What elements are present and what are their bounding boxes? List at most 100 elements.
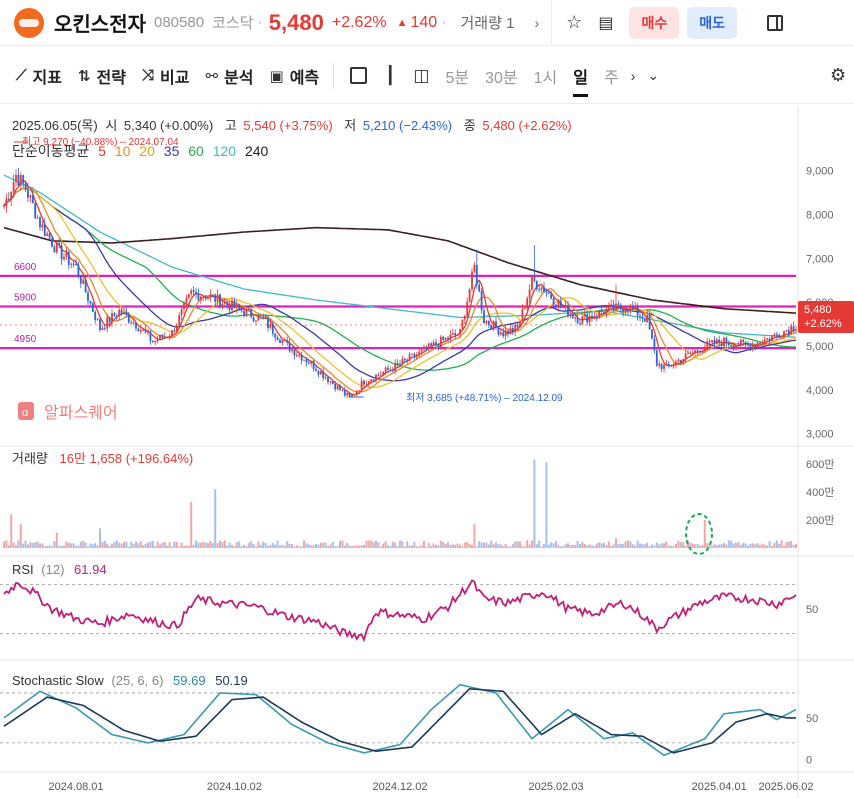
indicator-button[interactable]: ⟋ 지표 bbox=[16, 64, 62, 88]
candle-body bbox=[207, 296, 209, 299]
gear-icon[interactable]: ⚙ bbox=[830, 65, 847, 85]
candle-body bbox=[507, 330, 509, 335]
star-icon[interactable]: ☆ bbox=[566, 12, 583, 32]
candlestick-icon[interactable]: ┃ bbox=[385, 65, 396, 85]
candle-body bbox=[391, 369, 394, 372]
volume-bar bbox=[358, 545, 361, 548]
candle-body bbox=[315, 368, 317, 371]
candle-body bbox=[725, 337, 728, 344]
volume-bar bbox=[533, 459, 536, 548]
volume-bar bbox=[70, 543, 73, 548]
predict-button[interactable]: ▣ 예측 bbox=[270, 64, 320, 88]
candle-body bbox=[130, 322, 133, 324]
volume-bar bbox=[667, 545, 670, 548]
candle-body bbox=[463, 316, 466, 320]
candle-body bbox=[271, 324, 274, 334]
volume-bar bbox=[447, 542, 449, 548]
chevron-down-icon[interactable]: ⌄ bbox=[647, 67, 660, 83]
candle-body bbox=[46, 233, 49, 236]
volume-bar bbox=[389, 546, 392, 548]
stock-chart[interactable]: 9,0008,0007,0006,0005,0004,0003,000600만4… bbox=[0, 106, 854, 798]
chart-type-square-icon[interactable] bbox=[350, 67, 368, 84]
timeframe-30min[interactable]: 30분 bbox=[485, 69, 518, 87]
candle-body bbox=[581, 316, 584, 324]
volume-bar bbox=[7, 545, 10, 548]
volume-bar bbox=[190, 501, 193, 548]
chevron-right-icon[interactable]: › bbox=[534, 14, 540, 31]
volume-bar bbox=[180, 542, 183, 548]
candle-body bbox=[317, 370, 320, 375]
volume-bar bbox=[783, 545, 785, 548]
price-axis-tick: 3,000 bbox=[806, 429, 834, 441]
buy-button[interactable]: 매수 bbox=[629, 6, 680, 39]
volume-bar bbox=[219, 540, 221, 548]
candle-body bbox=[118, 309, 121, 317]
volume-bar bbox=[53, 541, 56, 548]
candle-body bbox=[288, 342, 291, 352]
camera-icon[interactable]: ◫ bbox=[413, 65, 430, 85]
volume-bar bbox=[523, 546, 526, 548]
candle-body bbox=[331, 381, 334, 384]
sell-button[interactable]: 매도 bbox=[687, 6, 737, 39]
ma-title: 단순이동평균 bbox=[12, 143, 89, 159]
volume-bar bbox=[137, 543, 140, 548]
candle-body bbox=[65, 252, 68, 257]
candle-body bbox=[504, 330, 507, 337]
timeframe-5min[interactable]: 5분 bbox=[445, 69, 470, 87]
volume-bar bbox=[627, 540, 629, 548]
candle-body bbox=[243, 310, 245, 316]
candle-body bbox=[219, 294, 221, 307]
candle-body bbox=[216, 294, 219, 302]
volume-bar bbox=[415, 546, 418, 548]
timeframe-week[interactable]: 주 bbox=[603, 69, 619, 87]
ma-120-line bbox=[3, 174, 797, 338]
volume-bar bbox=[372, 541, 375, 548]
candle-body bbox=[262, 316, 265, 318]
candle-body bbox=[646, 315, 649, 322]
volume-bar bbox=[192, 544, 195, 548]
volume-bar bbox=[341, 540, 344, 548]
separator-dot: · bbox=[257, 13, 263, 31]
candle-body bbox=[75, 264, 77, 266]
volume-bar bbox=[87, 546, 89, 548]
rsi-axis-tick: 50 bbox=[806, 604, 818, 616]
volume-bar bbox=[435, 544, 437, 548]
timeframe-day[interactable]: 일 bbox=[573, 64, 588, 97]
volume-bar bbox=[670, 545, 673, 548]
candle-body bbox=[91, 303, 94, 312]
candle-body bbox=[579, 323, 581, 325]
candle-body bbox=[691, 352, 694, 354]
volume-bar bbox=[144, 543, 147, 548]
candle-body bbox=[564, 305, 567, 308]
timeframe-1hour[interactable]: 1시 bbox=[533, 69, 558, 87]
volume-bar bbox=[307, 544, 310, 548]
volume-bar bbox=[603, 542, 605, 548]
strategy-button[interactable]: ⇅ 전략 bbox=[78, 64, 126, 88]
side-panel-icon[interactable] bbox=[766, 14, 783, 31]
compare-button[interactable]: ⤨ 비교 bbox=[142, 64, 189, 88]
candle-body bbox=[192, 290, 195, 292]
candle-body bbox=[403, 358, 406, 360]
clipboard-icon[interactable]: ▤ bbox=[598, 14, 614, 32]
candle-body bbox=[415, 354, 418, 357]
volume-bar bbox=[706, 543, 709, 548]
ma-10-line bbox=[3, 186, 797, 393]
chevron-right-icon[interactable]: › bbox=[630, 67, 636, 84]
candle-body bbox=[480, 291, 483, 311]
candle-body bbox=[682, 358, 685, 363]
volume-bar bbox=[286, 541, 289, 548]
candle-body bbox=[339, 385, 341, 391]
stock-header: 오킨스전자 080580 코스닥 · 5,480 +2.62% ▲ 140 · … bbox=[0, 0, 854, 46]
candle-body bbox=[675, 361, 677, 365]
volume-bar bbox=[168, 542, 171, 548]
volume-bar bbox=[547, 544, 550, 548]
volume-bar bbox=[96, 545, 99, 548]
volume-bar bbox=[60, 545, 63, 548]
candle-body bbox=[603, 311, 605, 315]
stock-name[interactable]: 오킨스전자 bbox=[54, 14, 146, 36]
candle-body bbox=[195, 291, 197, 294]
volume-bar bbox=[463, 542, 466, 548]
volume-bar bbox=[557, 544, 560, 548]
analysis-button[interactable]: ⚯ 분석 bbox=[205, 64, 253, 88]
candle-body bbox=[351, 394, 353, 397]
